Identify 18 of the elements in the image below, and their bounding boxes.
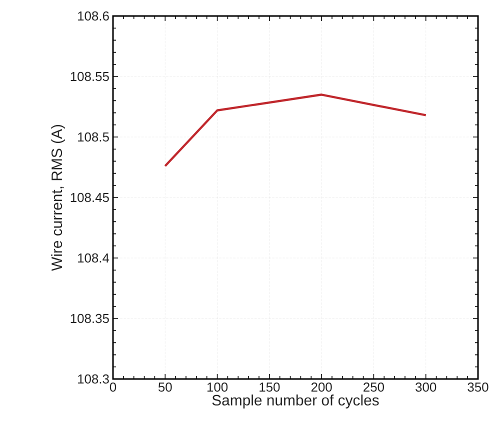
y-tick-label: 108.55	[70, 72, 109, 82]
x-tick-label: 250	[364, 382, 384, 392]
y-tick-label: 108.6	[78, 11, 109, 21]
y-tick-label: 108.5	[78, 132, 109, 142]
x-tick-label: 350	[468, 382, 488, 392]
x-tick-label: 0	[110, 382, 116, 392]
y-tick-label: 108.45	[70, 192, 109, 202]
x-axis-title: Sample number of cycles	[212, 394, 379, 408]
line-series	[164, 94, 427, 168]
y-tick-label: 108.3	[78, 374, 109, 384]
x-tick-label: 50	[158, 382, 172, 392]
x-tick-label: 150	[260, 382, 280, 392]
y-tick-label: 108.35	[70, 314, 109, 324]
x-tick-label: 100	[207, 382, 228, 392]
y-axis-title: Wire current, RMS (A)	[51, 124, 66, 271]
y-tick-label: 108.4	[78, 253, 110, 263]
x-tick-label: 200	[311, 382, 332, 392]
x-tick-label: 300	[416, 382, 436, 392]
